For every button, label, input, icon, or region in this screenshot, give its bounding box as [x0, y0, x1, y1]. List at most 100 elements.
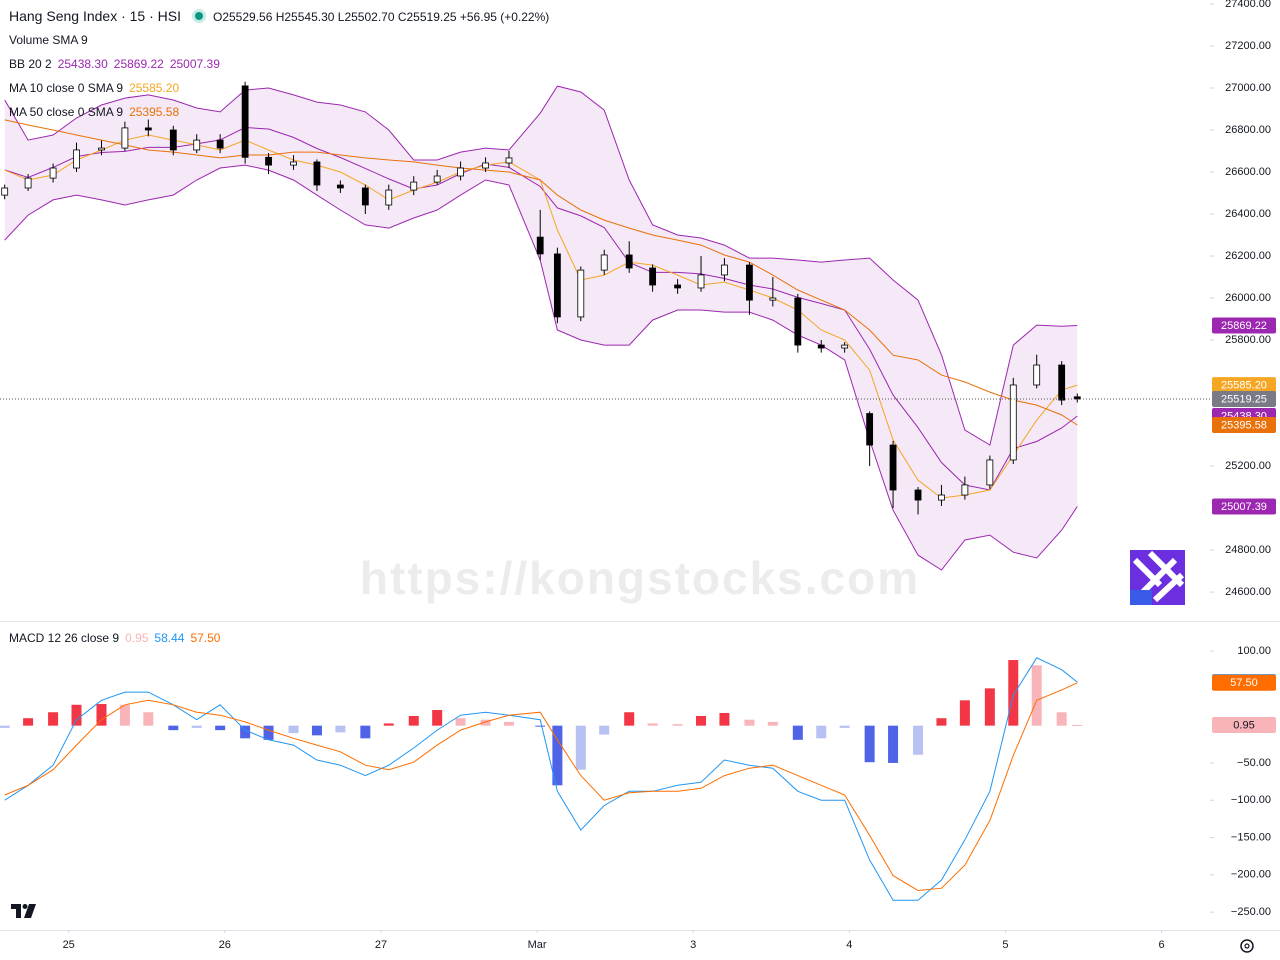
- x-tick-label: 27: [375, 939, 387, 951]
- legend-value: 25585.20: [129, 81, 180, 95]
- macd-line: [4, 682, 1078, 892]
- legend-value: 25007.39: [169, 57, 220, 71]
- histogram-bar: [408, 715, 419, 726]
- histogram-bar: [1008, 660, 1019, 726]
- gear-hub: [1244, 943, 1250, 949]
- y-tick-label: −200.00: [1231, 869, 1271, 881]
- badge-box: [1212, 416, 1276, 433]
- settings-button[interactable]: [1240, 939, 1254, 953]
- histogram-bar: [311, 725, 322, 736]
- y-tick-label: −150.00: [1231, 831, 1271, 843]
- candle-body: [746, 264, 753, 301]
- candle-body: [553, 253, 561, 318]
- badge-label: 25395.58: [1221, 419, 1267, 431]
- y-tick-label: 25200.00: [1225, 460, 1271, 472]
- legend-label: BB 20 2: [9, 57, 52, 71]
- badge-label: 57.50: [1230, 677, 1258, 689]
- y-tick-label: 25800.00: [1225, 334, 1271, 346]
- candle-body: [313, 161, 321, 186]
- histogram-bar: [535, 725, 546, 727]
- candle-body: [290, 161, 297, 166]
- price-badge: 25585.20: [1212, 377, 1276, 394]
- candle-body: [385, 189, 393, 206]
- y-tick-label: 27000.00: [1225, 82, 1271, 94]
- y-tick-label: 27200.00: [1225, 40, 1271, 52]
- y-tick-label: 26000.00: [1225, 292, 1271, 304]
- candle-body: [841, 344, 849, 349]
- ohlc-values: O25529.56 H25545.30 L25502.70 C25519.25 …: [213, 10, 550, 24]
- histogram-bar: [767, 721, 778, 726]
- histogram-bar: [839, 725, 850, 728]
- histogram-bar: [191, 725, 202, 728]
- symbol-legend[interactable]: Hang Seng Index · 15 · HSI O25529.56 H255…: [9, 7, 549, 25]
- x-tick-label: 4: [846, 939, 852, 951]
- badge-label: 25007.39: [1221, 501, 1267, 513]
- ma10-legend[interactable]: MA 10 close 0 SMA 9 25585.20: [9, 79, 179, 97]
- candle-body: [914, 489, 922, 501]
- histogram-bar: [1056, 712, 1067, 726]
- y-tick-label: −50.00: [1237, 757, 1271, 769]
- candle-body: [986, 459, 994, 486]
- candle-body: [241, 85, 249, 158]
- y-tick-label: 100.00: [1237, 645, 1271, 657]
- histogram-bar: [23, 718, 34, 726]
- legend-label: MA 50 close 0 SMA 9: [9, 105, 124, 119]
- candle-body: [1058, 364, 1066, 401]
- x-tick-label: Mar: [528, 939, 547, 951]
- histogram-bar: [624, 712, 635, 726]
- histogram-bar: [48, 712, 59, 726]
- candle-body: [1, 187, 9, 196]
- volume-legend[interactable]: Volume SMA 9: [9, 31, 88, 49]
- histogram-bar: [888, 725, 899, 763]
- legend-value: 57.50: [190, 631, 221, 645]
- histogram-bar: [864, 725, 875, 763]
- macd-legend[interactable]: MACD 12 26 close 9 0.95 58.44 57.50: [9, 629, 220, 647]
- y-tick-label: 26600.00: [1225, 166, 1271, 178]
- y-tick-label: 26800.00: [1225, 124, 1271, 136]
- bb-legend[interactable]: BB 20 2 25438.30 25869.22 25007.39: [9, 55, 220, 73]
- legend-value: 25869.22: [113, 57, 164, 71]
- indicator-line: [4, 119, 1078, 426]
- y-tick-label: 24600.00: [1225, 586, 1271, 598]
- indicator-line: [4, 164, 1078, 571]
- histogram-bar: [383, 723, 394, 726]
- candle-body: [216, 139, 224, 149]
- histogram-bar: [240, 725, 251, 739]
- badge-box: [1212, 674, 1276, 691]
- histogram-bar: [1031, 665, 1042, 726]
- watermark: https://kongstocks.com: [360, 552, 920, 604]
- histogram-bar: [96, 704, 107, 726]
- candle-body: [433, 175, 441, 183]
- histogram-bar: [288, 725, 299, 734]
- candle-body: [457, 167, 464, 177]
- badge-label: 25519.25: [1221, 393, 1267, 405]
- candle-body: [169, 129, 177, 151]
- histogram-bar: [168, 725, 179, 731]
- price-badge: 25395.58: [1212, 416, 1276, 433]
- histogram-bar: [432, 710, 443, 726]
- histogram-bar: [360, 725, 371, 739]
- histogram-bar: [959, 700, 970, 726]
- histogram-bar: [913, 725, 924, 755]
- x-tick-label: 25: [63, 939, 75, 951]
- x-tick-label: 3: [690, 939, 696, 951]
- indicator-line: [4, 126, 1078, 491]
- histogram-bar: [672, 724, 683, 726]
- gear: [1240, 939, 1254, 953]
- badge-label: 25869.22: [1221, 320, 1267, 332]
- histogram-bar: [1072, 724, 1083, 726]
- histogram-bar: [552, 725, 563, 786]
- tradingview-logo[interactable]: [11, 904, 36, 918]
- x-tick-label: 5: [1002, 939, 1008, 951]
- y-tick-label: 26400.00: [1225, 208, 1271, 220]
- logo-part: [24, 904, 36, 918]
- badge-box: [1212, 317, 1276, 334]
- candle-body: [482, 162, 489, 169]
- legend-value: 58.44: [154, 631, 185, 645]
- histogram-bar: [719, 712, 730, 726]
- histogram-bar: [0, 725, 10, 728]
- ma50-legend[interactable]: MA 50 close 0 SMA 9 25395.58: [9, 103, 179, 121]
- histogram-bar: [792, 725, 803, 740]
